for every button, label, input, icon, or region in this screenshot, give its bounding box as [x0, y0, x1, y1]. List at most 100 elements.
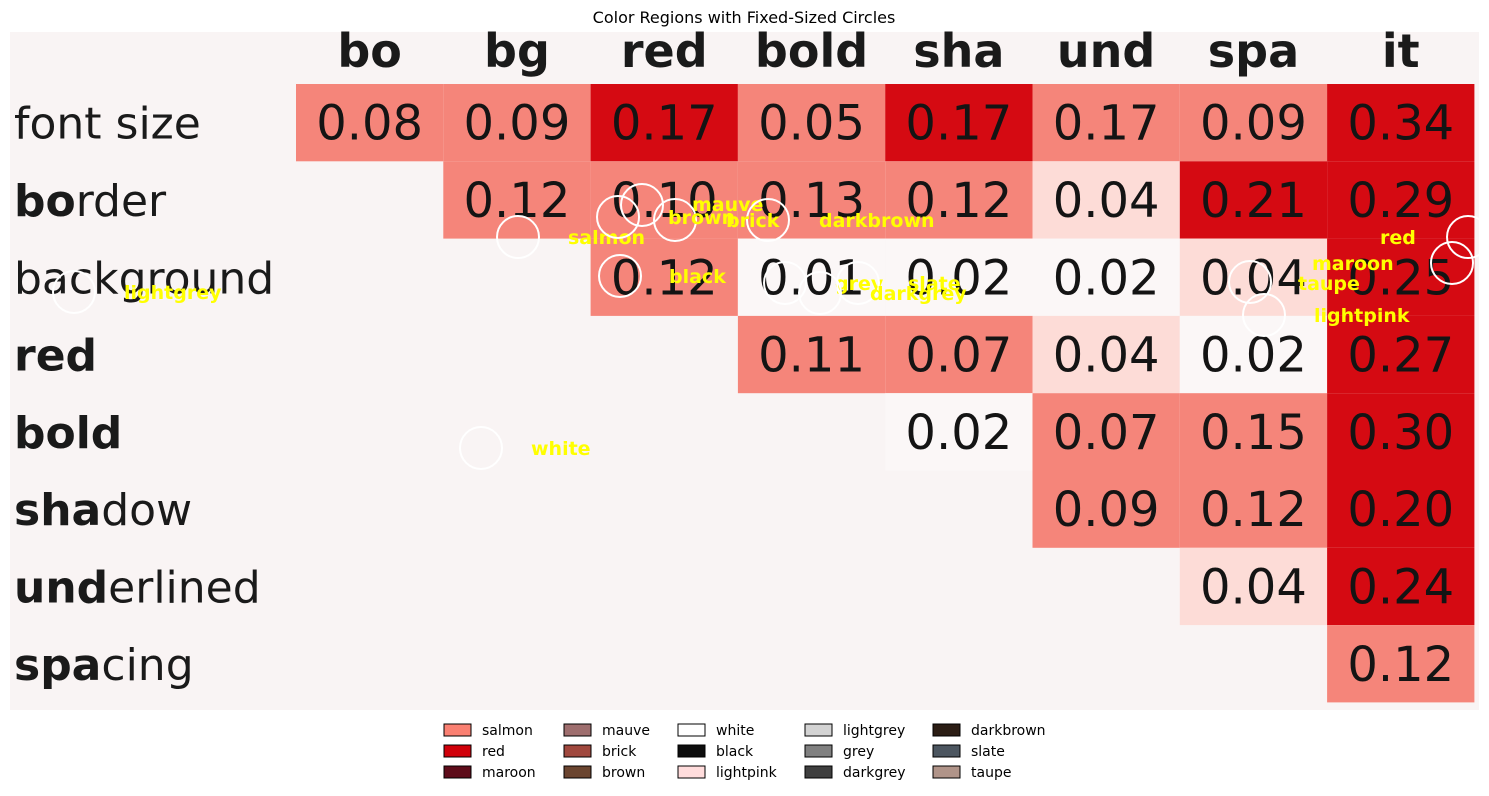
legend-label: brick — [602, 744, 637, 760]
cell-value-label: 0.02 — [905, 405, 1012, 461]
row-header: font size — [14, 99, 201, 150]
heatmap-cells: 0.08 0.09 0.17 0.05 0.17 0.17 0.09 0.340.12 0.10… — [296, 84, 1475, 703]
region-circle — [598, 254, 642, 298]
region-circle — [653, 198, 697, 242]
column-header: spa — [1208, 24, 1299, 78]
legend-label: white — [716, 723, 754, 739]
heatmap-cell — [885, 315, 1033, 394]
region-circle — [746, 198, 790, 242]
region-label: red — [1380, 227, 1416, 249]
region-circle — [1228, 260, 1272, 304]
column-header: bg — [484, 24, 550, 78]
cell-value-label: 0.12 — [1200, 482, 1307, 538]
row-header: bold — [14, 408, 122, 459]
heatmap-cell — [737, 84, 886, 162]
cell-value-label: 0.07 — [905, 328, 1012, 384]
legend-label: grey — [843, 744, 874, 760]
chart-title: Color Regions with Fixed-Sized Circles — [593, 8, 896, 27]
region-label: darkbrown — [819, 210, 935, 232]
region-circle — [836, 261, 880, 305]
legend-swatch — [677, 744, 706, 758]
region-label: lightpink — [1314, 305, 1410, 327]
heatmap-cell — [296, 84, 444, 162]
legend-swatch — [804, 723, 833, 737]
legend-label: mauve — [602, 723, 650, 739]
legend-label: black — [716, 744, 754, 760]
region-circle — [496, 215, 540, 259]
region-label: black — [669, 266, 726, 288]
heatmap-cell — [1179, 161, 1328, 239]
region-circle — [620, 183, 664, 227]
region-circle — [763, 261, 807, 305]
legend-swatch — [443, 723, 472, 737]
region-label: brick — [726, 210, 780, 232]
cell-value-label: 0.17 — [1053, 96, 1160, 152]
cell-value-label: 0.02 — [1200, 328, 1307, 384]
cell-value-label: 0.11 — [758, 328, 865, 384]
column-header: sha — [913, 24, 1004, 78]
heatmap-cell — [1179, 84, 1328, 162]
heatmap-cell — [443, 84, 591, 162]
cell-value-label: 0.04 — [1053, 328, 1160, 384]
cell-value-label: 0.07 — [1053, 405, 1160, 461]
legend-swatch — [932, 765, 961, 779]
heatmap-cell — [1032, 315, 1180, 394]
column-header: it — [1382, 24, 1420, 78]
heatmap-cell — [1179, 393, 1328, 471]
legend-swatch — [677, 765, 706, 779]
cell-value-label: 0.21 — [1200, 173, 1307, 229]
heatmap-cell — [1327, 238, 1475, 316]
heatmap-cell — [1032, 161, 1180, 239]
heatmap-cell — [1327, 84, 1475, 162]
legend-label: lightpink — [716, 765, 778, 781]
legend-label: taupe — [971, 765, 1011, 781]
heatmap-cell — [590, 238, 738, 316]
region-label: maroon — [1312, 253, 1394, 275]
cell-value-label: 0.12 — [611, 250, 718, 306]
row-header: shadow — [14, 485, 192, 536]
region-circle — [596, 195, 640, 239]
legend-swatch — [804, 765, 833, 779]
legend-label: brown — [602, 765, 645, 781]
cell-value-label: 0.27 — [1347, 328, 1454, 384]
region-circle — [1446, 215, 1489, 259]
column-header: red — [621, 24, 708, 78]
legend-swatch — [443, 744, 472, 758]
region-label: mauve — [692, 194, 763, 216]
cell-value-label: 0.17 — [905, 96, 1012, 152]
column-headers: bo bg red bold sha und spa it — [337, 24, 1419, 78]
row-header: spacing — [14, 640, 194, 691]
heatmap-cell — [1032, 470, 1180, 548]
row-header: red — [14, 331, 97, 382]
heatmap-cell — [590, 84, 738, 162]
legend-label: slate — [971, 744, 1005, 760]
cell-value-label: 0.12 — [464, 173, 571, 229]
legend-swatch — [932, 723, 961, 737]
legend-label: salmon — [482, 723, 533, 739]
heatmap-cell — [737, 315, 886, 394]
cell-value-label: 0.02 — [905, 250, 1012, 306]
heatmap-cell — [885, 161, 1033, 239]
region-label: slate — [908, 273, 961, 295]
legend-swatch — [563, 744, 592, 758]
cell-value-label: 0.24 — [1347, 559, 1454, 615]
heatmap-cell — [1179, 315, 1328, 394]
legend-swatch — [563, 765, 592, 779]
row-headers: font sizeborderbackgroundredboldshadowun… — [14, 99, 274, 691]
cell-value-label: 0.29 — [1347, 173, 1454, 229]
region-label: taupe — [1298, 273, 1360, 295]
cell-value-label: 0.01 — [758, 250, 865, 306]
heatmap-cell — [885, 393, 1033, 471]
legend-swatch — [677, 723, 706, 737]
heatmap-cell — [1179, 470, 1328, 548]
cell-value-label: 0.30 — [1347, 405, 1454, 461]
legend-label: darkbrown — [971, 723, 1046, 739]
legend: salmon mauve white lightgrey darkbrown red bri… — [443, 723, 1046, 781]
region-circle — [52, 270, 96, 314]
cell-value-label: 0.04 — [1053, 173, 1160, 229]
region-label: salmon — [568, 227, 645, 249]
region-circle — [798, 271, 842, 315]
legend-label: darkgrey — [843, 765, 906, 781]
cell-value-label: 0.20 — [1347, 482, 1454, 538]
